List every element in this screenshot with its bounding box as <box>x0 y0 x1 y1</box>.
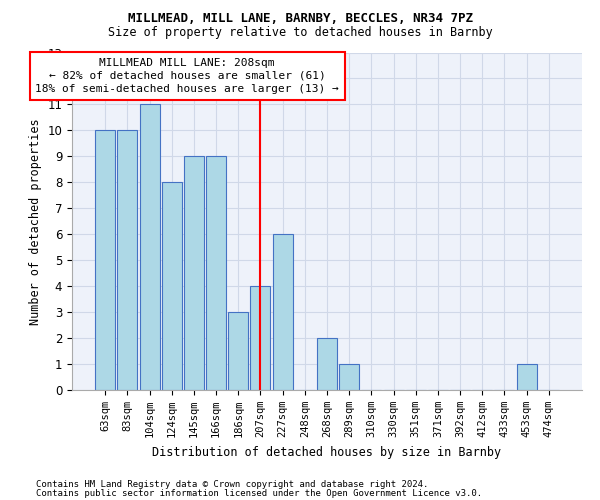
Bar <box>206 156 226 390</box>
Bar <box>162 182 182 390</box>
Bar <box>317 338 337 390</box>
Text: MILLMEAD, MILL LANE, BARNBY, BECCLES, NR34 7PZ: MILLMEAD, MILL LANE, BARNBY, BECCLES, NR… <box>128 12 473 26</box>
Bar <box>228 312 248 390</box>
Bar <box>140 104 160 390</box>
Bar <box>517 364 536 390</box>
Text: Contains HM Land Registry data © Crown copyright and database right 2024.: Contains HM Land Registry data © Crown c… <box>36 480 428 489</box>
Bar <box>118 130 137 390</box>
Bar <box>184 156 204 390</box>
Text: MILLMEAD MILL LANE: 208sqm
← 82% of detached houses are smaller (61)
18% of semi: MILLMEAD MILL LANE: 208sqm ← 82% of deta… <box>35 58 339 94</box>
Y-axis label: Number of detached properties: Number of detached properties <box>29 118 42 324</box>
Bar <box>95 130 115 390</box>
Text: Size of property relative to detached houses in Barnby: Size of property relative to detached ho… <box>107 26 493 39</box>
Text: Contains public sector information licensed under the Open Government Licence v3: Contains public sector information licen… <box>36 488 482 498</box>
X-axis label: Distribution of detached houses by size in Barnby: Distribution of detached houses by size … <box>152 446 502 458</box>
Bar <box>250 286 271 390</box>
Bar <box>339 364 359 390</box>
Bar <box>272 234 293 390</box>
